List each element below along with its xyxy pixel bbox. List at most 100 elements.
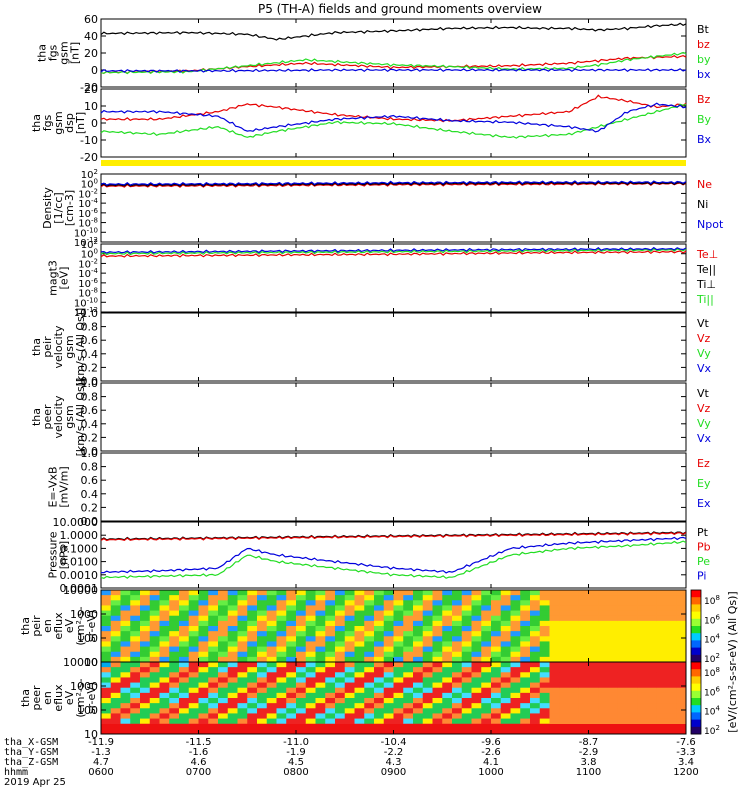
- spectrogram-cell: [169, 636, 180, 642]
- spectrogram-cell: [198, 718, 209, 725]
- y-axis-label: [eV]: [58, 267, 71, 290]
- spectrogram-cell: [315, 615, 326, 622]
- x-value: -11.5: [186, 737, 212, 748]
- spectrogram-cell: [276, 626, 287, 632]
- spectrogram-cell: [617, 631, 628, 637]
- y-tick-label: 1000: [70, 608, 98, 621]
- spectrogram-cell: [500, 631, 511, 637]
- x-value: 0600: [88, 767, 113, 778]
- spectrogram-cell: [588, 595, 599, 601]
- spectrogram-cell: [656, 605, 667, 612]
- spectrogram-cell: [666, 646, 677, 653]
- spectrogram-cell: [491, 656, 502, 663]
- spectrogram-cell: [491, 631, 502, 637]
- spectrogram-cell: [676, 641, 687, 648]
- spectrogram-cell: [149, 698, 160, 704]
- y-axis-label: gsm: [63, 335, 76, 358]
- spectrogram-cell: [569, 631, 580, 637]
- spectrogram-cell: [286, 651, 297, 658]
- spectrogram-cell: [569, 610, 580, 617]
- spectrogram-cell: [588, 631, 599, 637]
- spectrogram-cell: [598, 698, 609, 704]
- spectrogram-cell: [335, 713, 346, 720]
- spectrogram-cell: [286, 682, 297, 689]
- spectrogram-cell: [149, 662, 160, 668]
- spectrogram-cell: [647, 698, 658, 704]
- spectrogram-cell: [598, 708, 609, 714]
- spectrogram-cell: [218, 677, 229, 684]
- legend-entry: Vy: [697, 417, 711, 430]
- spectrogram-cell: [530, 600, 541, 606]
- spectrogram-cell: [198, 646, 209, 653]
- spectrogram-cell: [666, 698, 677, 704]
- spectrogram-cell: [608, 590, 619, 596]
- spectrogram-cell: [315, 682, 326, 689]
- spectrogram-cell: [130, 682, 141, 689]
- spectrogram-cell: [471, 718, 482, 725]
- spectrogram-cell: [315, 708, 326, 714]
- spectrogram-cell: [432, 672, 443, 678]
- spectrogram-cell: [481, 626, 492, 632]
- spectrogram-cell: [237, 605, 248, 612]
- spectrogram-cell: [179, 692, 190, 699]
- spectrogram-cell: [520, 595, 531, 601]
- spectrogram-cell: [627, 626, 638, 632]
- spectrogram-cell: [218, 713, 229, 720]
- spectrogram-cell: [627, 656, 638, 663]
- spectrogram-cell: [491, 605, 502, 612]
- spectrogram-cell: [179, 636, 190, 642]
- spectrogram-cell: [500, 708, 511, 714]
- spectrogram-cell: [432, 677, 443, 684]
- spectrogram-cell: [432, 703, 443, 709]
- spectrogram-cell: [344, 656, 355, 663]
- spectrogram-cell: [403, 667, 414, 673]
- spectrogram-cell: [286, 713, 297, 720]
- spectrogram-cell: [481, 667, 492, 673]
- spectrogram-cell: [413, 610, 424, 617]
- spectrogram-cell: [461, 605, 472, 612]
- spectrogram-cell: [481, 677, 492, 684]
- spectrogram-cell: [188, 698, 199, 704]
- spectrogram-cell: [617, 713, 628, 720]
- spectrogram-cell: [530, 595, 541, 601]
- spectrogram-cell: [344, 672, 355, 678]
- spectrogram-cell: [257, 662, 268, 668]
- spectrogram-cell: [110, 656, 121, 663]
- spectrogram-cell: [500, 667, 511, 673]
- y-tick-label: 0.2: [81, 501, 99, 514]
- spectrogram-cell: [569, 677, 580, 684]
- spectrogram-cell: [530, 620, 541, 627]
- spectrogram-cell: [149, 631, 160, 637]
- spectrogram-cell: [335, 626, 346, 632]
- x-value: 4.5: [288, 757, 304, 768]
- spectrogram-cell: [471, 605, 482, 612]
- spectrogram-cell: [325, 595, 336, 601]
- spectrogram-cell: [452, 605, 463, 612]
- spectrogram-cell: [656, 641, 667, 648]
- spectrogram-cell: [530, 626, 541, 632]
- spectrogram-cell: [461, 718, 472, 725]
- spectrogram-cell: [549, 615, 560, 622]
- spectrogram-cell: [169, 605, 180, 612]
- spectrogram-cell: [627, 651, 638, 658]
- spectrogram-cell: [432, 600, 443, 606]
- spectrogram-cell: [598, 590, 609, 596]
- spectrogram-cell: [159, 687, 170, 694]
- spectrogram-cell: [530, 667, 541, 673]
- spectrogram-cell: [676, 615, 687, 622]
- spectrogram-cell: [296, 682, 307, 689]
- spectrogram-cell: [344, 595, 355, 601]
- spectrogram-cell: [559, 708, 570, 714]
- spectrogram-cell: [247, 718, 258, 725]
- spectrogram-cell: [647, 595, 658, 601]
- spectrogram-cell: [364, 687, 375, 694]
- spectrogram-cell: [130, 662, 141, 668]
- spectrogram-cell: [422, 620, 433, 627]
- spectrogram-cell: [676, 718, 687, 725]
- spectrogram-cell: [510, 656, 521, 663]
- spectrogram-cell: [208, 692, 219, 699]
- spectrogram-cell: [383, 615, 394, 622]
- spectrogram-cell: [656, 672, 667, 678]
- spectrogram-cell: [227, 698, 238, 704]
- spectrogram-cell: [403, 662, 414, 668]
